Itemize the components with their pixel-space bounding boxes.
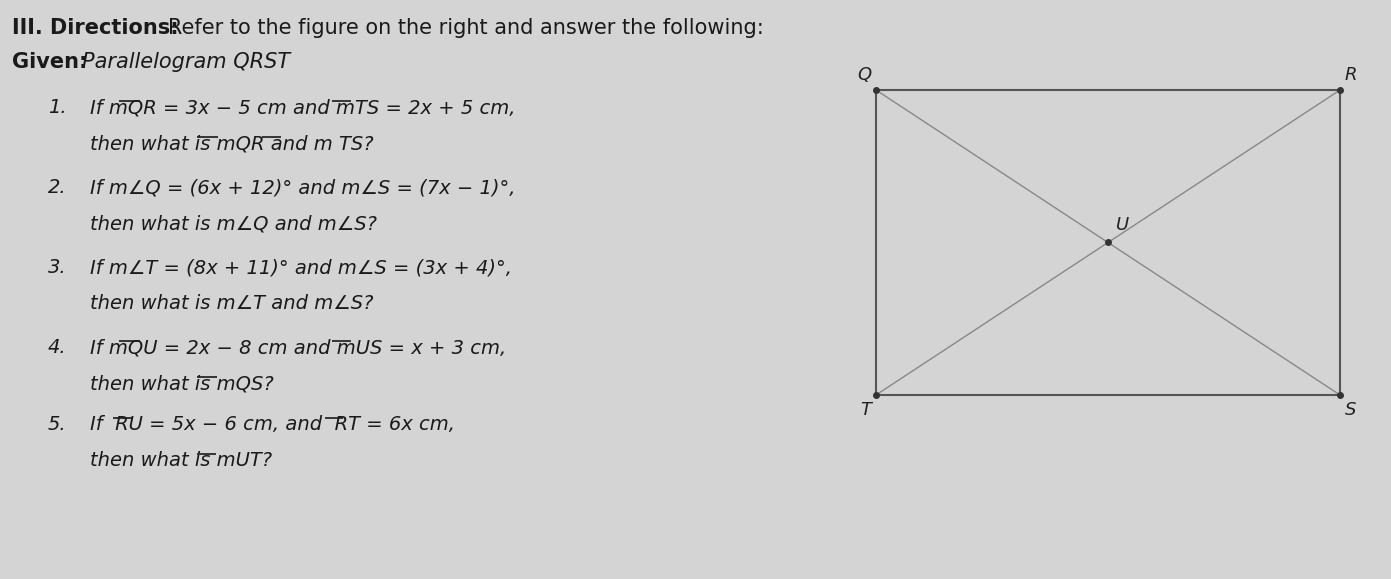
Text: R: R	[1345, 66, 1358, 84]
Text: then what is m∠Q and m∠S?: then what is m∠Q and m∠S?	[90, 214, 377, 233]
Text: If mQU = 2x − 8 cm and mUS = x + 3 cm,: If mQU = 2x − 8 cm and mUS = x + 3 cm,	[90, 338, 506, 357]
Text: III. Directions:: III. Directions:	[13, 18, 178, 38]
Text: T: T	[860, 401, 871, 419]
Text: If mQR = 3x − 5 cm and mTS = 2x + 5 cm,: If mQR = 3x − 5 cm and mTS = 2x + 5 cm,	[90, 98, 516, 117]
Text: If  RU = 5x − 6 cm, and  RT = 6x cm,: If RU = 5x − 6 cm, and RT = 6x cm,	[90, 415, 455, 434]
Text: Parallelogram QRST: Parallelogram QRST	[82, 52, 291, 72]
Text: If m∠Q = (6x + 12)° and m∠S = (7x − 1)°,: If m∠Q = (6x + 12)° and m∠S = (7x − 1)°,	[90, 178, 516, 197]
Text: 4.: 4.	[49, 338, 67, 357]
Text: 1.: 1.	[49, 98, 67, 117]
Text: 2.: 2.	[49, 178, 67, 197]
Text: Given:: Given:	[13, 52, 88, 72]
Text: then what is mUT?: then what is mUT?	[90, 451, 273, 470]
Text: U: U	[1116, 216, 1129, 234]
Text: then what is mQR and m TS?: then what is mQR and m TS?	[90, 134, 374, 153]
Text: 3.: 3.	[49, 258, 67, 277]
Text: S: S	[1345, 401, 1356, 419]
Text: Q: Q	[857, 66, 871, 84]
Text: 5.: 5.	[49, 415, 67, 434]
Text: Refer to the figure on the right and answer the following:: Refer to the figure on the right and ans…	[168, 18, 764, 38]
Text: then what is mQS?: then what is mQS?	[90, 374, 274, 393]
Text: then what is m∠T and m∠S?: then what is m∠T and m∠S?	[90, 294, 374, 313]
Text: If m∠T = (8x + 11)° and m∠S = (3x + 4)°,: If m∠T = (8x + 11)° and m∠S = (3x + 4)°,	[90, 258, 512, 277]
